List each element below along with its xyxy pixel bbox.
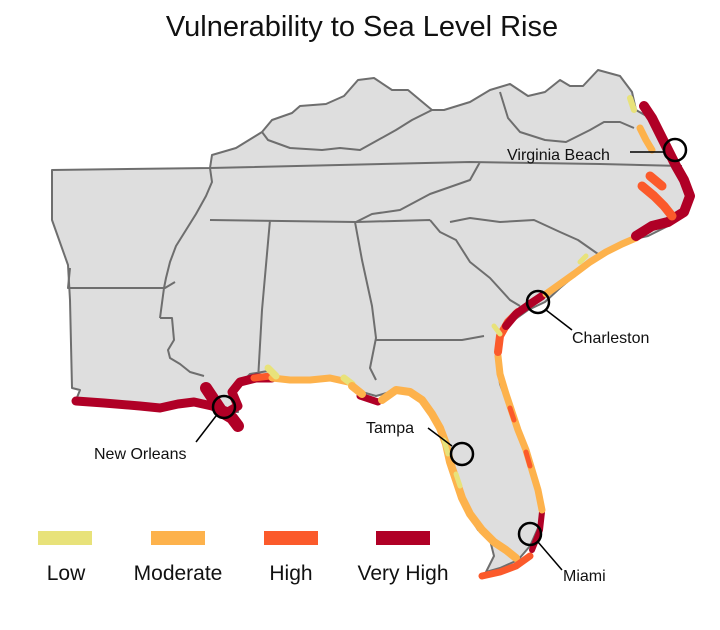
coast-segment-high-ms — [250, 372, 274, 382]
city-label: Virginia Beach — [507, 147, 610, 164]
coast-segment-high-fl-east — [507, 405, 533, 469]
city-charleston[interactable]: Charleston — [525, 289, 649, 347]
city-label: Miami — [563, 568, 606, 585]
coast-segment-very-high-nc — [631, 101, 695, 241]
city-virginia-beach[interactable]: Virginia Beach — [507, 137, 688, 164]
coast-segment-very-high-delta — [200, 382, 244, 432]
legend-item-very-high: Very High — [357, 531, 449, 585]
coast-segment-high-keys — [478, 552, 534, 580]
city-leader-line — [545, 309, 573, 331]
legend-label: Very High — [357, 562, 448, 585]
legend-swatch — [38, 531, 92, 545]
city-marker-circle — [662, 137, 688, 163]
coast-segment-moderate-sc — [542, 234, 640, 298]
coast-segment-low-chesapeake — [627, 95, 637, 113]
legend-swatch — [264, 531, 318, 545]
city-marker-circle — [525, 289, 551, 315]
landmass — [51, 69, 691, 573]
coast-segment-moderate-fl-west — [348, 382, 520, 562]
land-shape — [51, 69, 691, 573]
legend-swatch — [151, 531, 205, 545]
map-title: Vulnerability to Sea Level Rise — [166, 11, 558, 43]
city-markers: Virginia Beach Charleston New Orleans Ta… — [94, 137, 688, 585]
coast-segment-high-nc-sounds — [637, 171, 677, 221]
city-miami[interactable]: Miami — [517, 521, 606, 585]
city-leader-line — [427, 427, 453, 447]
city-leader-line — [537, 541, 563, 571]
coastline-vulnerability — [71, 95, 695, 580]
legend: Low Moderate High Very High — [38, 531, 449, 585]
city-tampa[interactable]: Tampa — [366, 420, 475, 467]
coast-segment-very-high-sc — [502, 292, 546, 330]
state-borders — [67, 91, 683, 385]
coast-segment-moderate-chesapeake — [636, 124, 656, 154]
city-label: Charleston — [572, 330, 649, 347]
legend-item-moderate: Moderate — [134, 531, 223, 585]
legend-swatch — [376, 531, 430, 545]
coast-segment-moderate-fl-east — [494, 352, 546, 514]
city-new-orleans[interactable]: New Orleans — [94, 394, 237, 463]
city-leader-line — [195, 415, 217, 443]
city-label: New Orleans — [94, 446, 186, 463]
city-marker-circle — [449, 441, 475, 467]
city-marker-circle — [517, 521, 543, 547]
legend-label: Low — [47, 562, 86, 585]
coast-segment-low-sc — [491, 253, 589, 337]
legend-label: Moderate — [134, 562, 223, 585]
coast-segment-moderate-al — [268, 374, 352, 386]
legend-item-low: Low — [38, 531, 92, 585]
coast-segment-low-tampa — [441, 437, 463, 489]
city-marker-circle — [211, 394, 237, 420]
city-label: Tampa — [366, 420, 414, 437]
legend-item-high: High — [264, 531, 318, 585]
legend-label: High — [269, 562, 312, 585]
